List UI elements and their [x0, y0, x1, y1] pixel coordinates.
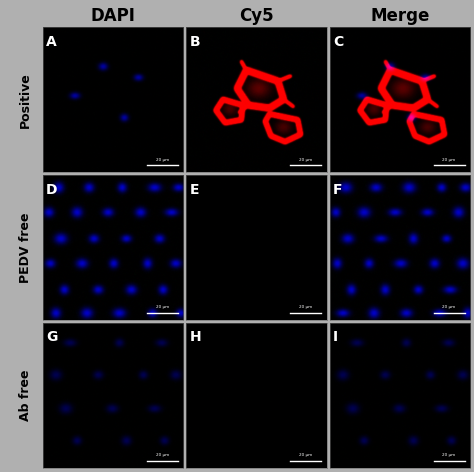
Text: Ab free: Ab free [19, 370, 32, 421]
Text: 20 μm: 20 μm [155, 158, 169, 161]
Text: DAPI: DAPI [91, 8, 136, 25]
Text: A: A [46, 34, 57, 49]
Text: C: C [333, 34, 343, 49]
Text: 20 μm: 20 μm [155, 305, 169, 310]
Text: E: E [190, 183, 199, 196]
Text: F: F [333, 183, 343, 196]
Text: PEDV free: PEDV free [19, 212, 32, 283]
Text: 20 μm: 20 μm [443, 158, 456, 161]
Text: 20 μm: 20 μm [155, 453, 169, 457]
Text: G: G [46, 330, 57, 345]
Text: 20 μm: 20 μm [443, 305, 456, 310]
Text: Positive: Positive [19, 72, 32, 128]
Text: B: B [190, 34, 200, 49]
Text: H: H [190, 330, 201, 345]
Text: D: D [46, 183, 58, 196]
Text: I: I [333, 330, 338, 345]
Text: 20 μm: 20 μm [299, 305, 312, 310]
Text: Cy5: Cy5 [239, 8, 274, 25]
Text: Merge: Merge [370, 8, 429, 25]
Text: 20 μm: 20 μm [443, 453, 456, 457]
Text: 20 μm: 20 μm [299, 158, 312, 161]
Text: 20 μm: 20 μm [299, 453, 312, 457]
